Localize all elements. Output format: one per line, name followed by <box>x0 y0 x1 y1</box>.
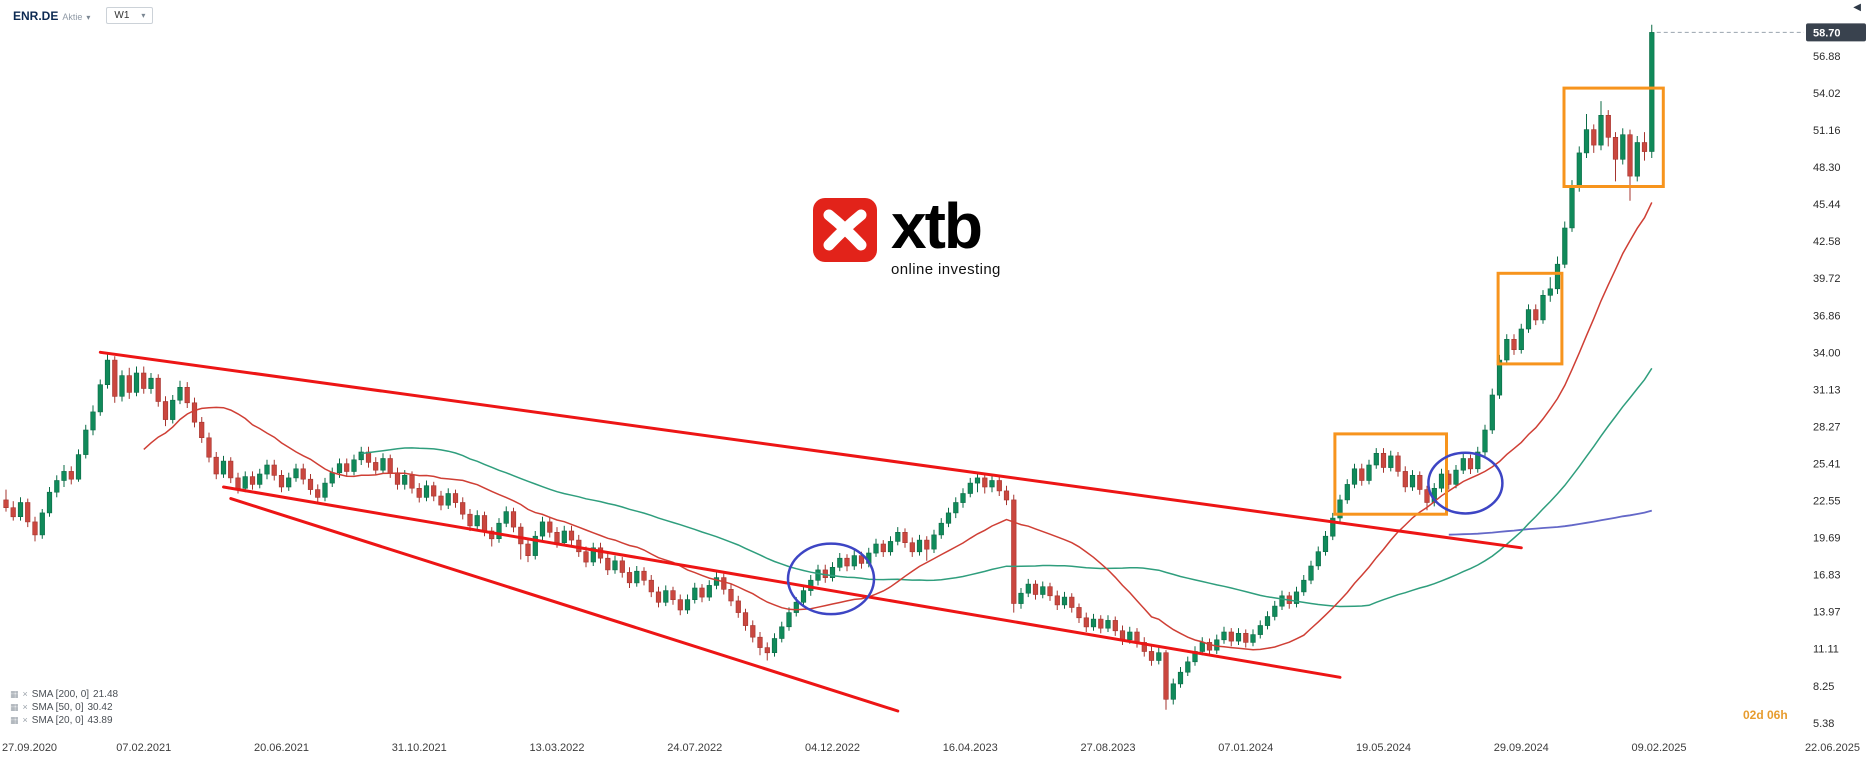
indicator-remove-icon[interactable]: × <box>22 702 28 712</box>
svg-text:29.09.2024: 29.09.2024 <box>1494 742 1549 754</box>
indicator-label: SMA [20, 0] <box>31 715 84 726</box>
sma-50-line[interactable] <box>361 367 1653 608</box>
indicator-remove-icon[interactable]: × <box>22 715 28 725</box>
indicator-settings-icon[interactable]: ▦ <box>10 702 19 712</box>
timeframe-selector[interactable]: W1 ▾ <box>106 7 154 24</box>
indicator-row-sma50[interactable]: ▦ × SMA [50, 0] 30.42 <box>10 702 118 713</box>
indicator-settings-icon[interactable]: ▦ <box>10 689 19 699</box>
svg-text:31.10.2021: 31.10.2021 <box>392 742 447 754</box>
svg-text:45.44: 45.44 <box>1813 199 1841 211</box>
svg-text:19.69: 19.69 <box>1813 533 1841 545</box>
svg-text:31.13: 31.13 <box>1813 385 1841 397</box>
xtb-brand-name: xtb <box>891 190 983 262</box>
svg-text:56.88: 56.88 <box>1813 51 1841 63</box>
svg-text:48.30: 48.30 <box>1813 162 1841 174</box>
trendline[interactable] <box>98 350 1523 550</box>
svg-text:25.41: 25.41 <box>1813 459 1841 471</box>
svg-text:19.05.2024: 19.05.2024 <box>1356 742 1411 754</box>
indicator-remove-icon[interactable]: × <box>22 689 28 699</box>
indicator-value: 43.89 <box>87 715 113 726</box>
indicator-row-sma20[interactable]: ▦ × SMA [20, 0] 43.89 <box>10 715 118 726</box>
toolbar: ENR.DE Aktie ▾ W1 ▾ <box>13 7 154 24</box>
svg-text:13.03.2022: 13.03.2022 <box>529 742 584 754</box>
trendline[interactable] <box>229 497 900 713</box>
symbol-selector[interactable]: ENR.DE Aktie ▾ <box>13 9 90 23</box>
svg-text:20.06.2021: 20.06.2021 <box>254 742 309 754</box>
svg-text:13.97: 13.97 <box>1813 607 1841 619</box>
svg-text:27.09.2020: 27.09.2020 <box>2 742 57 754</box>
svg-text:09.02.2025: 09.02.2025 <box>1631 742 1686 754</box>
xtb-logo: xtb online investing <box>813 190 1001 279</box>
svg-text:51.16: 51.16 <box>1813 125 1841 137</box>
current-price-badge: 58.70 <box>1806 23 1866 42</box>
candle-countdown: 02d 06h <box>1743 708 1788 722</box>
xtb-logo-text: xtb online investing <box>891 190 1001 279</box>
sma-20-line[interactable] <box>143 202 1653 651</box>
trendlines-layer[interactable] <box>98 350 1523 713</box>
trendline[interactable] <box>222 485 1342 679</box>
timeframe-label: W1 <box>114 10 130 21</box>
annotation-box[interactable] <box>1333 432 1449 516</box>
indicator-value: 21.48 <box>93 689 119 700</box>
svg-text:42.58: 42.58 <box>1813 236 1841 248</box>
scroll-to-latest-icon[interactable]: ◀ <box>1853 2 1861 13</box>
indicator-label: SMA [200, 0] <box>31 689 90 700</box>
svg-text:8.25: 8.25 <box>1813 681 1834 693</box>
svg-text:22.55: 22.55 <box>1813 496 1841 508</box>
svg-text:27.08.2023: 27.08.2023 <box>1080 742 1135 754</box>
svg-text:24.07.2022: 24.07.2022 <box>667 742 722 754</box>
svg-text:28.27: 28.27 <box>1813 422 1841 434</box>
svg-text:11.11: 11.11 <box>1813 644 1839 656</box>
annotation-circle[interactable] <box>1427 451 1504 515</box>
svg-text:07.02.2021: 07.02.2021 <box>116 742 171 754</box>
svg-text:36.86: 36.86 <box>1813 310 1841 322</box>
sma-200-line[interactable] <box>1448 509 1653 536</box>
svg-text:5.38: 5.38 <box>1813 718 1834 730</box>
annotation-circle[interactable] <box>786 542 876 616</box>
chevron-down-icon: ▾ <box>86 12 91 22</box>
svg-text:58.70: 58.70 <box>1813 27 1841 39</box>
candles-layer <box>3 24 1655 710</box>
indicator-value: 30.42 <box>87 702 113 713</box>
symbol-label: ENR.DE <box>13 8 59 23</box>
svg-text:54.02: 54.02 <box>1813 88 1841 100</box>
chevron-down-icon: ▾ <box>141 11 146 20</box>
svg-text:22.06.2025: 22.06.2025 <box>1805 742 1860 754</box>
indicator-row-sma200[interactable]: ▦ × SMA [200, 0] 21.48 <box>10 689 118 700</box>
indicator-label: SMA [50, 0] <box>31 702 84 713</box>
svg-text:39.72: 39.72 <box>1813 273 1841 285</box>
annotation-circles-layer[interactable] <box>786 451 1504 616</box>
annotation-boxes-layer[interactable] <box>1333 86 1665 516</box>
svg-text:16.04.2023: 16.04.2023 <box>943 742 998 754</box>
xtb-logo-icon <box>813 198 877 262</box>
annotation-box[interactable] <box>1496 271 1564 366</box>
svg-text:34.00: 34.00 <box>1813 347 1841 359</box>
xtb-tagline: online investing <box>891 261 1001 279</box>
annotation-box[interactable] <box>1562 86 1665 188</box>
time-axis[interactable]: 27.09.2020 07.02.2021 20.06.2021 31.10.2021… <box>2 742 1860 754</box>
svg-text:07.01.2024: 07.01.2024 <box>1218 742 1273 754</box>
svg-text:04.12.2022: 04.12.2022 <box>805 742 860 754</box>
svg-text:16.83: 16.83 <box>1813 570 1841 582</box>
indicator-legend: ▦ × SMA [200, 0] 21.48 ▦ × SMA [50, 0] 3… <box>10 689 118 726</box>
price-axis[interactable]: 56.88 54.02 51.16 48.30 45.44 42.58 39.72 36.86… <box>1813 51 1841 730</box>
instrument-type-label: Aktie <box>62 11 83 22</box>
indicator-settings-icon[interactable]: ▦ <box>10 715 19 725</box>
